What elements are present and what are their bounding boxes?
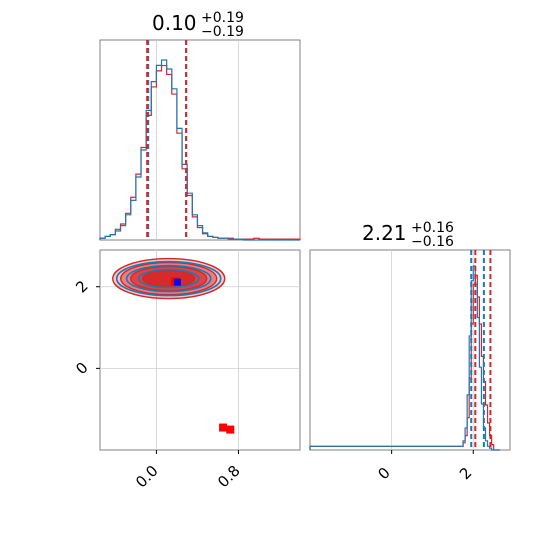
xtick-label-param2-1: 2 bbox=[456, 464, 475, 483]
marginal-histogram-param1: 0.10 +0.19 −0.19 bbox=[99, 10, 301, 241]
xtick-label-param1-1: 0.8 bbox=[214, 462, 244, 492]
title-param2-minus: −0.16 bbox=[411, 234, 454, 250]
contour-blue-2 bbox=[137, 268, 200, 289]
title-param2-value: 2.21 bbox=[362, 221, 407, 245]
joint-contour-panel: 0 2 0.0 0.8 bbox=[72, 249, 301, 492]
hist-param1-red bbox=[99, 64, 301, 240]
marker-blue-center bbox=[173, 278, 181, 286]
marginal-histogram-param2: 0 2 2.21 +0.16 −0.16 bbox=[309, 220, 511, 483]
title-param1-plus: +0.19 bbox=[201, 10, 244, 26]
ytick-label-0: 0 bbox=[72, 359, 91, 378]
title-param2-plus: +0.16 bbox=[411, 220, 454, 236]
hist-param1-blue bbox=[99, 59, 300, 241]
panel-frame-top bbox=[99, 39, 301, 241]
contour-blue-1 bbox=[125, 264, 212, 293]
ytick-label-1: 2 bbox=[72, 277, 91, 296]
panel-frame-joint bbox=[99, 249, 301, 451]
panel-frame-right bbox=[309, 249, 511, 451]
contour-red-3 bbox=[142, 269, 196, 288]
marker-red-outlier-1 bbox=[226, 425, 235, 434]
hist-param2-blue bbox=[309, 265, 500, 451]
contour-blue-0 bbox=[115, 260, 222, 297]
title-param1-minus: −0.19 bbox=[201, 24, 244, 40]
xtick-label-param2-0: 0 bbox=[374, 464, 393, 483]
title-param1-value: 0.10 bbox=[152, 11, 197, 35]
xtick-label-param1-0: 0.0 bbox=[132, 462, 162, 492]
marker-red-outlier-0 bbox=[219, 423, 228, 432]
